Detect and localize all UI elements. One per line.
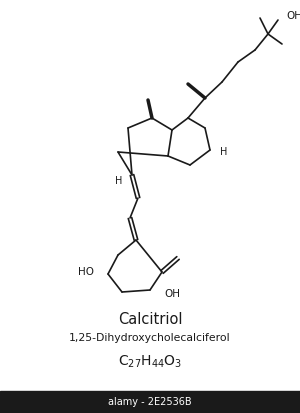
Bar <box>0 391 300 413</box>
Text: OH: OH <box>286 11 300 21</box>
Text: OH: OH <box>164 289 180 299</box>
Text: HO: HO <box>78 267 94 277</box>
Text: $\mathregular{C_{27}H_{44}O_3}$: $\mathregular{C_{27}H_{44}O_3}$ <box>118 354 182 370</box>
Text: alamy - 2E2536B: alamy - 2E2536B <box>108 397 192 407</box>
Text: H: H <box>115 176 122 186</box>
Text: 1,25-Dihydroxycholecalciferol: 1,25-Dihydroxycholecalciferol <box>69 333 231 343</box>
Text: H: H <box>220 147 227 157</box>
Text: Calcitriol: Calcitriol <box>118 313 182 328</box>
